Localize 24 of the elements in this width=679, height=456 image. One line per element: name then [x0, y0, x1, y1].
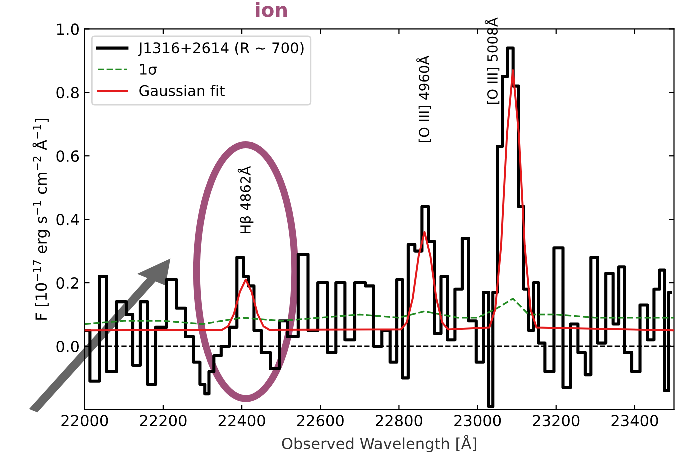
annotation: [O III] 4960Å [416, 56, 432, 142]
x-tick-label: 22000 [62, 415, 108, 427]
legend-label: J1316+2614 (R ∼ 700) [138, 42, 304, 56]
text: ion [256, 2, 288, 18]
x-tick-label: 22800 [376, 415, 422, 427]
y-tick-label: 0.4 [56, 214, 80, 226]
y-tick-label: 0.2 [56, 277, 78, 290]
legend-label: 1σ [140, 64, 157, 76]
y-tick-label: 0.6 [56, 150, 80, 162]
x-tick-label: 23400 [612, 415, 658, 427]
x-tick-label: 23000 [454, 415, 502, 427]
y-tick-label: 1.0 [57, 24, 79, 36]
annotation: Hβ 4862Å [238, 166, 254, 234]
y-tick-label: 0.8 [56, 87, 79, 99]
x-tick-label: 22600 [297, 415, 344, 427]
line-series [84, 298, 674, 326]
y-tick-label: 0.0 [56, 340, 79, 353]
x-tick-label: 22400 [218, 415, 266, 427]
text: F [10$^{−17}$ erg s$^{−1}$ cm$^{−2}$ Å$^{−1}$] [32, 119, 50, 320]
legend-label: Gaussian fit [140, 85, 225, 96]
x-tick-label: 22200 [140, 415, 187, 427]
annotation: [O III] 5008Å [484, 18, 500, 104]
x-axis-title: Observed Wavelength [Å] [282, 435, 476, 453]
x-tick-label: 23200 [533, 415, 580, 427]
